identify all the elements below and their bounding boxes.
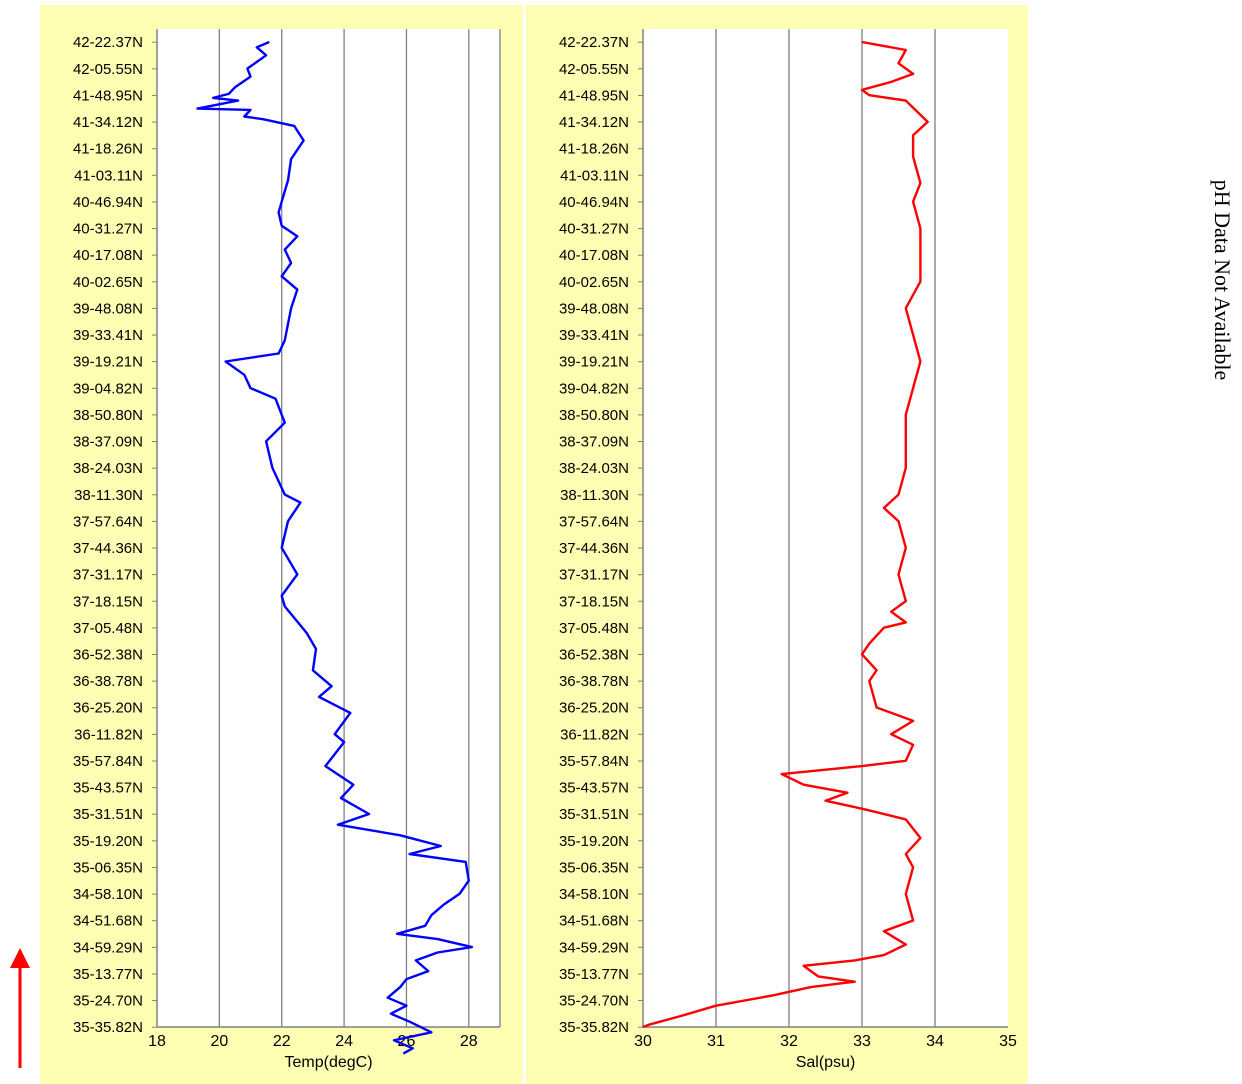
up-arrow: [10, 948, 30, 1068]
chart1-y-tick-label: 39-19.21N: [73, 354, 143, 371]
chart2-x-tick-label: 32: [780, 1033, 798, 1050]
chart1-y-tick-label: 35-24.70N: [73, 993, 143, 1010]
chart1-y-tick-label: 36-38.78N: [73, 673, 143, 690]
chart2-y-tick-label: 36-11.82N: [560, 726, 629, 743]
chart1-x-tick-label: 22: [273, 1033, 291, 1050]
chart2-y-tick-label: 40-31.27N: [559, 221, 629, 238]
chart1-y-tick-label: 38-24.03N: [73, 460, 143, 477]
chart1-y-tick-label: 38-37.09N: [73, 434, 143, 451]
chart2-x-tick-label: 35: [999, 1033, 1017, 1050]
chart2-y-tick-label: 39-48.08N: [559, 300, 629, 317]
chart1-y-tick-label: 38-11.30N: [74, 487, 143, 504]
chart1-y-tick-label: 41-18.26N: [73, 141, 143, 158]
chart2-y-tick-label: 41-03.11N: [560, 167, 629, 184]
chart1-y-tick-label: 39-33.41N: [73, 327, 143, 344]
chart2-y-tick-label: 35-43.57N: [559, 780, 629, 797]
chart2-y-tick-label: 42-05.55N: [559, 61, 629, 78]
chart2-y-tick-label: 37-31.17N: [559, 567, 629, 584]
chart2-y-tick-label: 37-05.48N: [559, 620, 629, 637]
chart2-y-tick-label: 35-35.82N: [559, 1019, 629, 1036]
chart1-x-tick-label: 24: [335, 1033, 353, 1050]
chart2-x-axis-label: Sal(psu): [796, 1054, 856, 1071]
chart1-y-tick-label: 41-03.11N: [74, 167, 143, 184]
chart1-y-tick-label: 36-11.82N: [74, 726, 143, 743]
chart2-y-tick-label: 34-59.29N: [559, 939, 629, 956]
chart1-y-tick-label: 37-05.48N: [73, 620, 143, 637]
chart1-y-tick-label: 35-57.84N: [73, 753, 143, 770]
chart1-y-tick-label: 35-06.35N: [73, 859, 143, 876]
chart1-y-tick-label: 40-46.94N: [73, 194, 143, 211]
chart2-y-tick-label: 38-37.09N: [559, 434, 629, 451]
chart1-y-tick-label: 40-17.08N: [73, 247, 143, 264]
chart2-y-tick-label: 34-58.10N: [559, 886, 629, 903]
chart1-y-tick-label: 42-22.37N: [73, 34, 143, 51]
chart1-y-tick-label: 34-51.68N: [73, 913, 143, 930]
chart1-y-tick-label: 37-18.15N: [73, 593, 143, 610]
chart2-y-tick-label: 38-50.80N: [559, 407, 629, 424]
chart2-y-tick-label: 42-22.37N: [559, 34, 629, 51]
chart2-y-tick-label: 35-06.35N: [559, 859, 629, 876]
chart1-y-tick-label: 34-59.29N: [73, 939, 143, 956]
chart2-y-tick-label: 40-17.08N: [559, 247, 629, 264]
chart2-y-tick-label: 35-19.20N: [559, 833, 629, 850]
chart1-y-tick-label: 34-58.10N: [73, 886, 143, 903]
chart2-y-tick-label: 36-25.20N: [559, 700, 629, 717]
chart1-y-tick-label: 35-19.20N: [73, 833, 143, 850]
chart1-y-tick-label: 35-43.57N: [73, 780, 143, 797]
chart1-y-tick-label: 35-31.51N: [73, 806, 143, 823]
ph-not-available-note: pH Data Not Available: [1210, 180, 1235, 381]
chart2-y-tick-label: 39-33.41N: [559, 327, 629, 344]
chart1-y-tick-label: 40-31.27N: [73, 221, 143, 238]
chart2-y-tick-label: 36-38.78N: [559, 673, 629, 690]
chart1-y-tick-label: 40-02.65N: [73, 274, 143, 291]
chart2-y-tick-label: 37-44.36N: [559, 540, 629, 557]
chart1-y-tick-label: 36-52.38N: [73, 646, 143, 663]
chart1-y-tick-label: 35-35.82N: [73, 1019, 143, 1036]
chart1-y-tick-label: 41-48.95N: [73, 87, 143, 104]
chart2-y-tick-label: 37-18.15N: [559, 593, 629, 610]
chart1-y-tick-label: 35-13.77N: [73, 966, 143, 983]
chart2-y-tick-label: 35-31.51N: [559, 806, 629, 823]
chart2-y-tick-label: 41-34.12N: [559, 114, 629, 131]
chart2-y-tick-label: 39-04.82N: [559, 380, 629, 397]
chart1-y-tick-label: 37-57.64N: [73, 513, 143, 530]
chart2-x-tick-label: 30: [634, 1033, 652, 1050]
chart1-x-tick-label: 28: [460, 1033, 478, 1050]
chart1-y-tick-label: 39-48.08N: [73, 300, 143, 317]
chart1-y-tick-label: 36-25.20N: [73, 700, 143, 717]
chart1-y-tick-label: 39-04.82N: [73, 380, 143, 397]
chart2-y-tick-label: 38-24.03N: [559, 460, 629, 477]
chart1-y-tick-label: 37-44.36N: [73, 540, 143, 557]
chart2-y-tick-label: 41-48.95N: [559, 87, 629, 104]
chart2-y-tick-label: 40-02.65N: [559, 274, 629, 291]
chart2-y-tick-label: 35-13.77N: [559, 966, 629, 983]
chart2-y-tick-label: 37-57.64N: [559, 513, 629, 530]
chart1-x-tick-label: 18: [148, 1033, 166, 1050]
chart2-x-tick-label: 34: [926, 1033, 944, 1050]
chart2-x-tick-label: 33: [853, 1033, 871, 1050]
chart2-y-tick-label: 35-24.70N: [559, 993, 629, 1010]
chart1-y-tick-label: 42-05.55N: [73, 61, 143, 78]
chart2-y-tick-label: 40-46.94N: [559, 194, 629, 211]
chart2-y-tick-label: 41-18.26N: [559, 141, 629, 158]
chart1-y-tick-label: 38-50.80N: [73, 407, 143, 424]
chart2-series-line: [642, 40, 929, 1029]
chart2-y-tick-label: 34-51.68N: [559, 913, 629, 930]
chart2-y-tick-label: 36-52.38N: [559, 646, 629, 663]
chart1-x-tick-label: 20: [210, 1033, 228, 1050]
chart2-x-tick-label: 31: [707, 1033, 725, 1050]
chart2-y-tick-label: 35-57.84N: [559, 753, 629, 770]
chart1-y-tick-label: 37-31.17N: [73, 567, 143, 584]
chart2-y-tick-label: 39-19.21N: [559, 354, 629, 371]
chart2-y-tick-label: 38-11.30N: [560, 487, 629, 504]
chart1-series-line: [196, 40, 474, 1055]
chart2-plot-area: [643, 29, 1008, 1027]
chart1-x-axis-label: Temp(degC): [284, 1054, 372, 1071]
chart1-plot-area: [157, 29, 500, 1027]
chart1-y-tick-label: 41-34.12N: [73, 114, 143, 131]
